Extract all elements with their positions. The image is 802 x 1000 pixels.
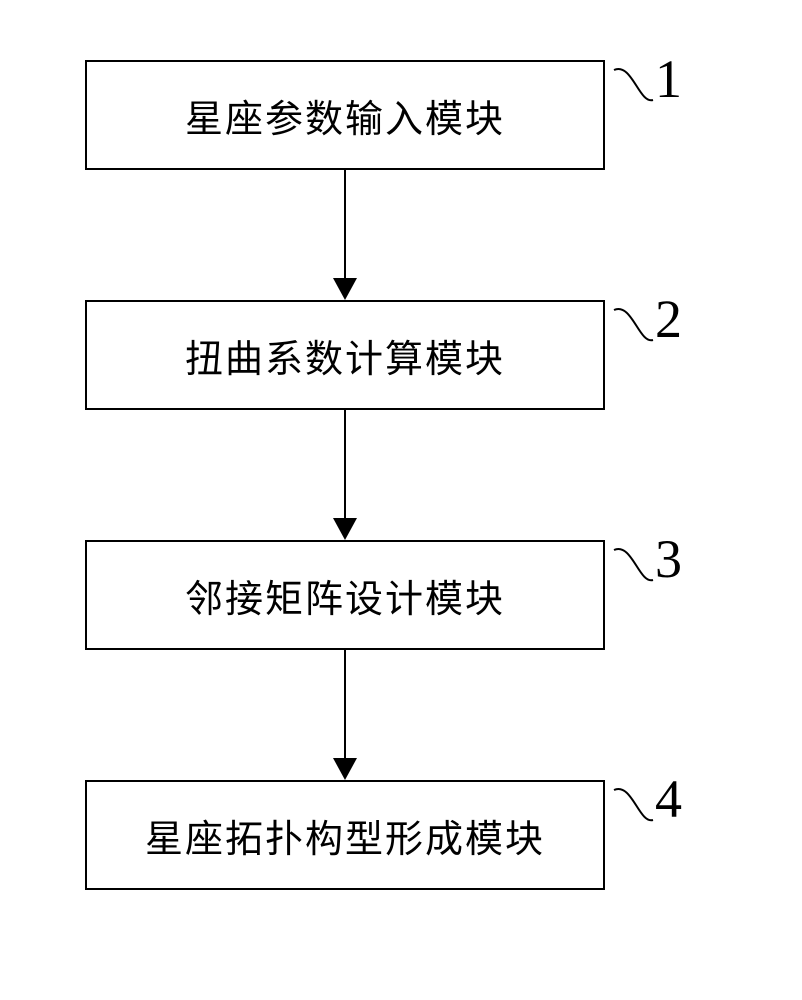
flow-node-label: 星座拓扑构型形成模块 <box>145 808 545 863</box>
flow-node-label: 扭曲系数计算模块 <box>185 328 505 383</box>
number-connector <box>614 309 653 340</box>
flow-node-n3: 邻接矩阵设计模块 <box>85 540 605 650</box>
flow-node-label: 星座参数输入模块 <box>185 88 505 143</box>
flow-arrow-head <box>333 758 357 780</box>
flow-node-n1: 星座参数输入模块 <box>85 60 605 170</box>
flow-node-number: 2 <box>655 288 682 350</box>
flowchart-canvas: 星座参数输入模块 1 扭曲系数计算模块 2 邻接矩阵设计模块 3 星座拓扑构型形成模块 4 <box>0 0 802 1000</box>
flow-node-number: 1 <box>655 48 682 110</box>
flow-node-number: 4 <box>655 768 682 830</box>
flow-arrow-head <box>333 278 357 300</box>
number-connector <box>614 789 653 820</box>
number-connector <box>614 69 653 100</box>
flow-node-number: 3 <box>655 528 682 590</box>
flow-node-n2: 扭曲系数计算模块 <box>85 300 605 410</box>
flow-arrow-head <box>333 518 357 540</box>
flow-node-label: 邻接矩阵设计模块 <box>185 568 505 623</box>
number-connector <box>614 549 653 580</box>
flow-node-n4: 星座拓扑构型形成模块 <box>85 780 605 890</box>
